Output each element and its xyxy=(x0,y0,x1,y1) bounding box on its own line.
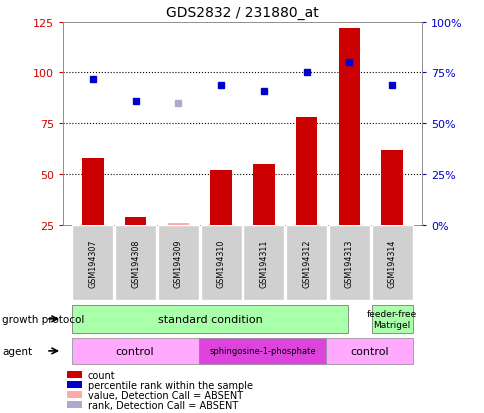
Bar xyxy=(295,118,317,225)
Text: GSM194307: GSM194307 xyxy=(88,239,97,287)
Bar xyxy=(72,338,198,364)
Bar xyxy=(125,217,146,225)
Bar xyxy=(338,29,359,225)
Bar xyxy=(380,150,402,225)
Text: GSM194311: GSM194311 xyxy=(259,239,268,287)
Bar xyxy=(371,226,412,301)
Bar xyxy=(72,226,113,301)
Bar xyxy=(67,401,81,408)
Text: value, Detection Call = ABSENT: value, Detection Call = ABSENT xyxy=(88,390,242,400)
Bar xyxy=(198,338,326,364)
Title: GDS2832 / 231880_at: GDS2832 / 231880_at xyxy=(166,6,318,20)
Bar xyxy=(326,338,412,364)
Bar xyxy=(371,305,412,333)
Bar xyxy=(82,158,104,225)
Bar xyxy=(243,226,284,301)
Text: growth protocol: growth protocol xyxy=(2,314,85,324)
Text: rank, Detection Call = ABSENT: rank, Detection Call = ABSENT xyxy=(88,400,238,410)
Bar xyxy=(67,371,81,378)
Text: control: control xyxy=(115,346,154,356)
Bar xyxy=(67,391,81,398)
Text: feeder-free
Matrigel: feeder-free Matrigel xyxy=(366,309,416,329)
Text: control: control xyxy=(349,346,388,356)
Text: GSM194313: GSM194313 xyxy=(344,239,353,287)
Text: GSM194309: GSM194309 xyxy=(174,239,182,287)
Bar xyxy=(67,381,81,388)
Bar xyxy=(115,226,156,301)
Text: standard condition: standard condition xyxy=(158,314,262,324)
Text: GSM194308: GSM194308 xyxy=(131,239,140,287)
Text: sphingosine-1-phosphate: sphingosine-1-phosphate xyxy=(209,347,315,356)
Text: GSM194310: GSM194310 xyxy=(216,239,225,287)
Text: GSM194314: GSM194314 xyxy=(387,239,396,287)
Bar xyxy=(158,226,198,301)
Text: agent: agent xyxy=(2,346,32,356)
Bar xyxy=(286,226,326,301)
Bar xyxy=(328,226,369,301)
Text: percentile rank within the sample: percentile rank within the sample xyxy=(88,380,252,390)
Bar xyxy=(253,164,274,225)
Text: GSM194312: GSM194312 xyxy=(302,239,310,287)
Text: count: count xyxy=(88,370,115,380)
Bar xyxy=(167,223,189,225)
Bar xyxy=(210,171,231,225)
Bar xyxy=(200,226,241,301)
Bar xyxy=(72,305,348,333)
